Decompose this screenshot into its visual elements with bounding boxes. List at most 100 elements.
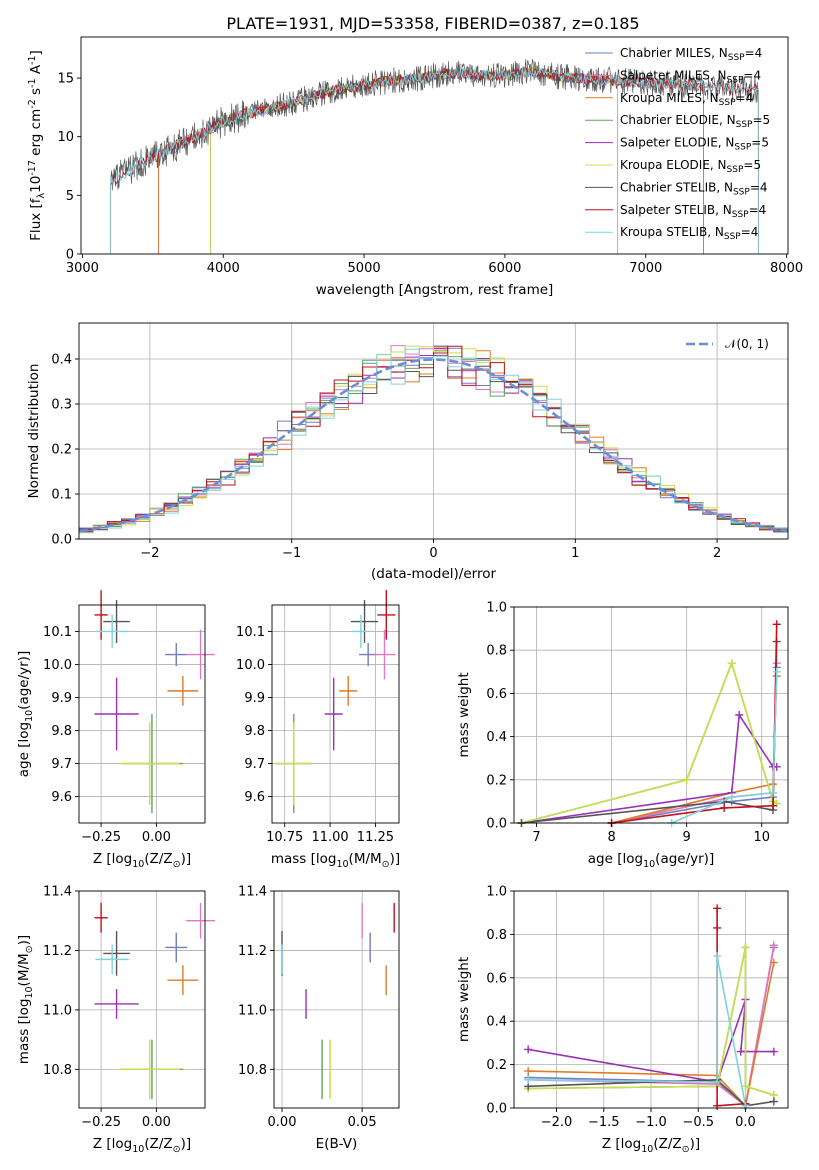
y-tick-label: 11.2 — [43, 944, 72, 959]
y-tick-label: 9.8 — [244, 724, 265, 739]
y-tick-label: 0.0 — [51, 533, 72, 548]
mass-vs-extinction-panel: 0.00 0.05 10.8 11.0 11.2 11.4 E(B-V) — [238, 885, 400, 1152]
x-axis-label: (data-model)/error — [371, 566, 497, 582]
mass-weight-line — [528, 945, 775, 1108]
y-tick-label: 0.2 — [486, 773, 507, 788]
x-axis-label: Z [log10(Z/Z⊙)] — [93, 1136, 191, 1155]
mass-weight-marker — [769, 958, 778, 967]
y-tick-label: 11.0 — [43, 1003, 72, 1018]
x-tick-label: 7 — [532, 830, 540, 845]
x-tick-label: 8 — [607, 830, 615, 845]
x-tick-label: 1 — [571, 546, 579, 561]
histogram-steps — [79, 348, 788, 534]
y-tick-label: 11.4 — [238, 885, 267, 900]
mass-weight-marker — [741, 1082, 750, 1091]
legend-entry-label: Kroupa STELIB, NSSP=4 — [620, 225, 758, 242]
x-tick-label: 11.00 — [311, 830, 348, 845]
legend-entry-label: Chabrier STELIB, NSSP=4 — [620, 180, 768, 197]
legend-entry-label: Chabrier MILES, NSSP=4 — [620, 46, 762, 63]
y-tick-label: 0.8 — [486, 644, 507, 659]
mass-weight-marker — [769, 941, 778, 950]
x-tick-label: −1.5 — [588, 1115, 620, 1130]
x-tick-label: 0 — [429, 546, 437, 561]
mass-weight-marker — [727, 659, 736, 668]
mass-weight-marker — [720, 803, 729, 812]
legend-entry-label: Kroupa ELODIE, NSSP=5 — [620, 158, 761, 175]
y-axis-label: mass [log10(M/M⊙)] — [16, 935, 35, 1064]
normal-reference-curve — [78, 358, 789, 533]
mass-vs-metallicity-panel: −0.25 0.00 10.8 11.0 11.2 11.4 Z [log10(Z/Z⊙)]… — [16, 885, 215, 1155]
x-axis-label: wavelength [Angstrom, rest frame] — [316, 282, 554, 298]
x-tick-label: 3000 — [66, 261, 99, 276]
mass-weight-line — [528, 962, 775, 1108]
y-tick-label: 10.8 — [43, 1063, 72, 1078]
y-tick-label: 0.6 — [486, 971, 507, 986]
mass-weight-marker — [741, 943, 750, 952]
age-vs-metallicity-panel: −0.25 0.00 9.6 9.7 9.8 9.9 10.0 10.1 Z [log10(Z/… — [16, 590, 215, 870]
mass-weight-marker — [682, 775, 691, 784]
mass-weight-line — [611, 676, 778, 824]
y-tick-label: 9.8 — [51, 724, 72, 739]
mass-weight-marker — [524, 1075, 533, 1084]
y-tick-label: 9.9 — [244, 691, 265, 706]
spectrum-panel: Chabrier MILES, NSSP=4 Salpeter MILES, NS… — [27, 36, 803, 298]
mass-weight-marker — [524, 1067, 533, 1076]
x-tick-label: −2 — [140, 546, 159, 561]
mass-weight-marker — [713, 923, 722, 932]
mass-weight-line — [528, 1078, 774, 1107]
y-tick-label: 9.6 — [51, 790, 72, 805]
x-axis-label: Z [log10(Z/Z⊙)] — [602, 1136, 700, 1155]
mass-weight-marker — [713, 904, 722, 913]
y-axis-label: Flux [fλ10-17 erg cm-2 s-1 A-1] — [27, 50, 47, 241]
mass-weight-marker — [713, 952, 722, 961]
mass-weight-marker — [713, 1077, 722, 1086]
x-tick-label: 2 — [713, 546, 721, 561]
y-tick-label: 0 — [66, 248, 74, 263]
y-tick-label: 10.1 — [43, 625, 72, 640]
figure-title: PLATE=1931, MJD=53358, FIBERID=0387, z=0… — [226, 14, 639, 33]
mass-weight-marker — [727, 793, 736, 802]
mass-weight-marker — [769, 1097, 778, 1106]
mass-weight-line — [671, 671, 778, 824]
mass-weight-marker — [735, 711, 744, 719]
y-tick-label: 0.1 — [51, 488, 72, 503]
x-tick-label: 10 — [753, 830, 770, 845]
x-tick-label: −0.25 — [81, 830, 121, 845]
y-tick-label: 9.6 — [244, 790, 265, 805]
x-tick-label: −1.0 — [635, 1115, 667, 1130]
mass-weight-vs-metallicity-panel: −2.0 −1.5 −1.0 −0.5 0.0 0.0 0.2 0.4 0.6 0.8 1.0 Z [… — [456, 885, 789, 1155]
mass-weight-line — [716, 908, 746, 1107]
mass-weight-marker — [772, 620, 781, 629]
y-tick-label: 11.0 — [238, 1003, 267, 1018]
mass-weight-marker — [769, 1047, 778, 1056]
mass-weight-line — [611, 667, 778, 824]
x-tick-label: 0.00 — [142, 830, 171, 845]
y-tick-label: 0.0 — [486, 1102, 507, 1117]
mass-weight-vs-age-panel: 7 8 9 10 0.0 0.2 0.4 0.6 0.8 1.0 age [log10(age/yr… — [456, 601, 789, 870]
x-tick-label: 6000 — [488, 261, 521, 276]
legend-entry-label: Kroupa MILES, NSSP=4 — [620, 91, 753, 108]
y-tick-label: 10.8 — [238, 1063, 267, 1078]
y-tick-label: 0.2 — [486, 1058, 507, 1073]
y-tick-label: 5 — [66, 189, 74, 204]
y-tick-label: 10.0 — [236, 658, 265, 673]
y-tick-label: 0.0 — [486, 817, 507, 832]
mass-weight-line — [528, 955, 747, 1106]
histogram-steps — [79, 345, 788, 532]
spectrum-line — [110, 67, 759, 255]
y-tick-label: 9.9 — [51, 691, 72, 706]
plot-frame — [78, 604, 206, 824]
residual-histogram-panel: 𝒩(0, 1) −2 −1 0 1 2 0.0 0.1 0.2 0.3 0.4 (data-model… — [26, 322, 789, 582]
x-axis-label: Z [log10(Z/Z⊙)] — [93, 851, 191, 870]
mass-weight-marker — [736, 1047, 745, 1056]
x-tick-label: −0.5 — [682, 1115, 714, 1130]
plot-frame — [78, 890, 206, 1109]
y-tick-label: 1.0 — [486, 601, 507, 616]
y-tick-label: 15 — [57, 72, 74, 87]
y-tick-label: 0.8 — [486, 928, 507, 943]
y-tick-label: 0.4 — [486, 730, 507, 745]
plot-frame — [513, 606, 789, 824]
spectrum-legend: Chabrier MILES, NSSP=4 Salpeter MILES, NS… — [585, 46, 770, 242]
x-tick-label: 0.0 — [735, 1115, 756, 1130]
